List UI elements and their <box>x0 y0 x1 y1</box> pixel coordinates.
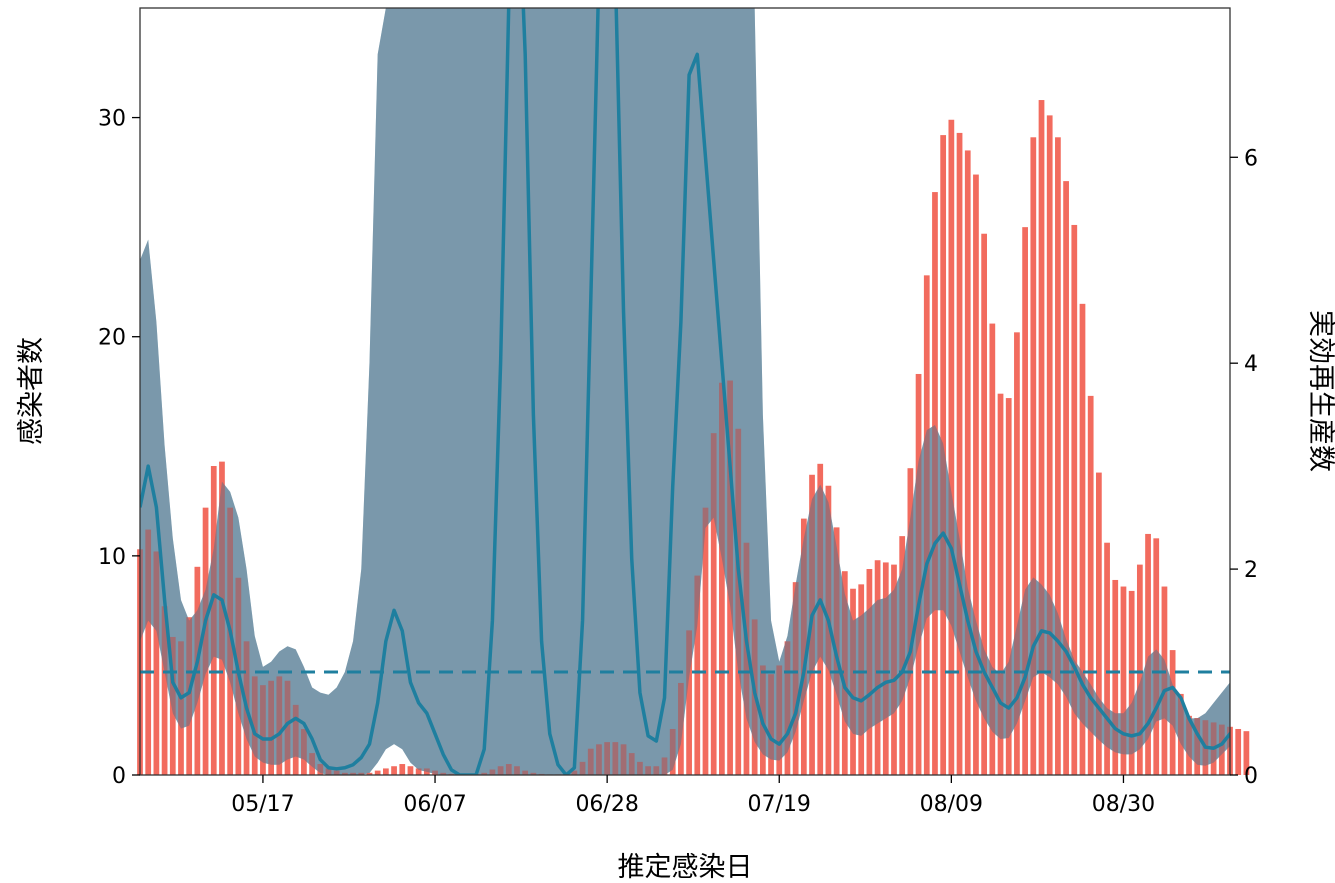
bar <box>1046 115 1053 775</box>
x-tick-label: 06/07 <box>403 792 466 817</box>
bar <box>153 551 160 775</box>
bar <box>366 772 373 775</box>
bar <box>161 606 168 775</box>
bar <box>981 233 988 776</box>
bar <box>948 119 955 775</box>
bar <box>1128 590 1135 775</box>
bar <box>1243 731 1250 775</box>
bar <box>1136 564 1143 775</box>
rt-line <box>140 8 1230 775</box>
bar <box>973 174 979 776</box>
y2-axis-label: 実効再生産数 <box>1305 310 1335 472</box>
y2-tick-label: 2 <box>1244 558 1258 583</box>
bar <box>145 529 152 775</box>
bar <box>997 393 1004 775</box>
x-tick-label: 08/09 <box>920 792 983 817</box>
bar <box>1112 579 1119 775</box>
bar <box>1120 586 1127 775</box>
bar <box>1022 227 1028 775</box>
bar <box>956 132 963 775</box>
bar <box>399 764 406 775</box>
bar <box>374 770 381 775</box>
y-tick-label: 0 <box>112 764 126 789</box>
bar <box>1104 542 1110 775</box>
y2-tick-label: 4 <box>1244 352 1258 377</box>
x-tick-label: 07/19 <box>748 792 811 817</box>
bar <box>391 766 397 775</box>
bar <box>1005 398 1012 775</box>
bar <box>1014 332 1020 775</box>
y2-tick-label: 0 <box>1244 764 1258 789</box>
y-tick-label: 30 <box>98 107 126 132</box>
bar <box>1235 728 1242 775</box>
y-tick-label: 10 <box>98 545 126 570</box>
x-axis-label: 推定感染日 <box>618 852 753 883</box>
bar <box>415 768 422 775</box>
axes: 0 10 20 30 0 2 4 6 05/17 06/07 06/28 07/19 08/09 08/3… <box>98 7 1258 817</box>
x-tick-label: 05/17 <box>231 792 294 817</box>
bar <box>719 382 725 775</box>
bar <box>1087 395 1094 775</box>
bar <box>407 766 414 775</box>
y-tick-label: 20 <box>98 326 126 351</box>
bar <box>1145 533 1151 775</box>
bar <box>383 768 389 775</box>
bar <box>1055 137 1061 776</box>
bar <box>1030 137 1037 776</box>
bar <box>1079 303 1086 775</box>
bar <box>964 150 971 775</box>
bar <box>1063 181 1069 775</box>
bar <box>1096 472 1102 775</box>
bar <box>686 630 692 775</box>
bar <box>1038 100 1045 776</box>
x-tick-label: 08/30 <box>1092 792 1155 817</box>
bar <box>710 433 717 775</box>
rt-series <box>140 8 1230 775</box>
bar <box>989 323 996 775</box>
plot-frame <box>139 7 1231 776</box>
bar <box>694 575 701 775</box>
y2-tick-label: 6 <box>1244 146 1258 171</box>
y-axis-label: 感染者数 <box>16 337 47 445</box>
bar <box>702 507 709 775</box>
x-tick-label: 06/28 <box>575 792 638 817</box>
bar <box>1071 224 1078 775</box>
